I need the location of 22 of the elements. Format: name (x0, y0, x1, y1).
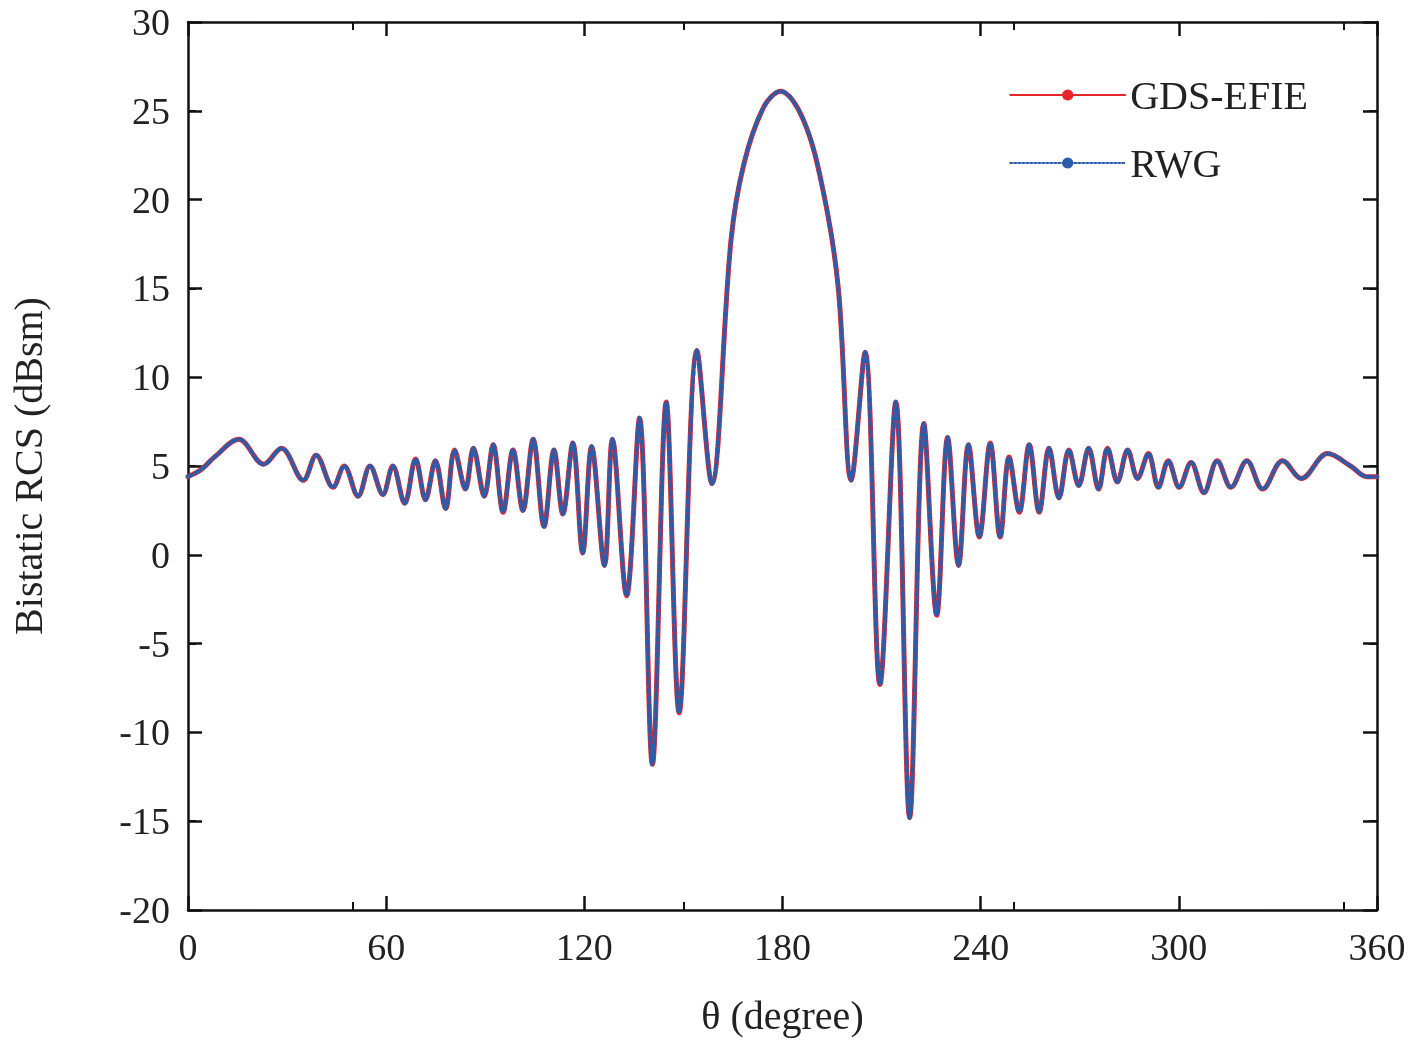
x-tick-label: 0 (178, 926, 198, 968)
x-tick-label: 120 (555, 926, 613, 968)
y-tick-label: 25 (132, 89, 170, 132)
x-tick-label: 240 (952, 926, 1010, 968)
y-tick-label: 30 (132, 1, 170, 43)
y-tick-label: 20 (132, 178, 170, 221)
y-tick-label: 10 (132, 356, 170, 399)
x-tick-label: 180 (754, 926, 811, 968)
y-tick-label: -5 (138, 622, 170, 665)
x-tick-label: 300 (1150, 926, 1208, 968)
y-tick-label: -20 (119, 889, 170, 931)
y-tick-label: 15 (132, 267, 170, 310)
y-axis-title: Bistatic RCS (dBsm) (5, 297, 51, 635)
x-tick-label: 360 (1348, 926, 1406, 968)
x-axis-title: θ (degree) (701, 992, 864, 1038)
y-tick-label: 5 (151, 445, 170, 487)
legend-label: RWG (1130, 140, 1222, 186)
legend-label: GDS-EFIE (1130, 72, 1309, 118)
x-tick-label: 60 (367, 926, 406, 968)
y-tick-label: -10 (119, 711, 170, 754)
y-tick-label: 0 (151, 533, 170, 576)
y-tick-label: -15 (119, 800, 170, 843)
